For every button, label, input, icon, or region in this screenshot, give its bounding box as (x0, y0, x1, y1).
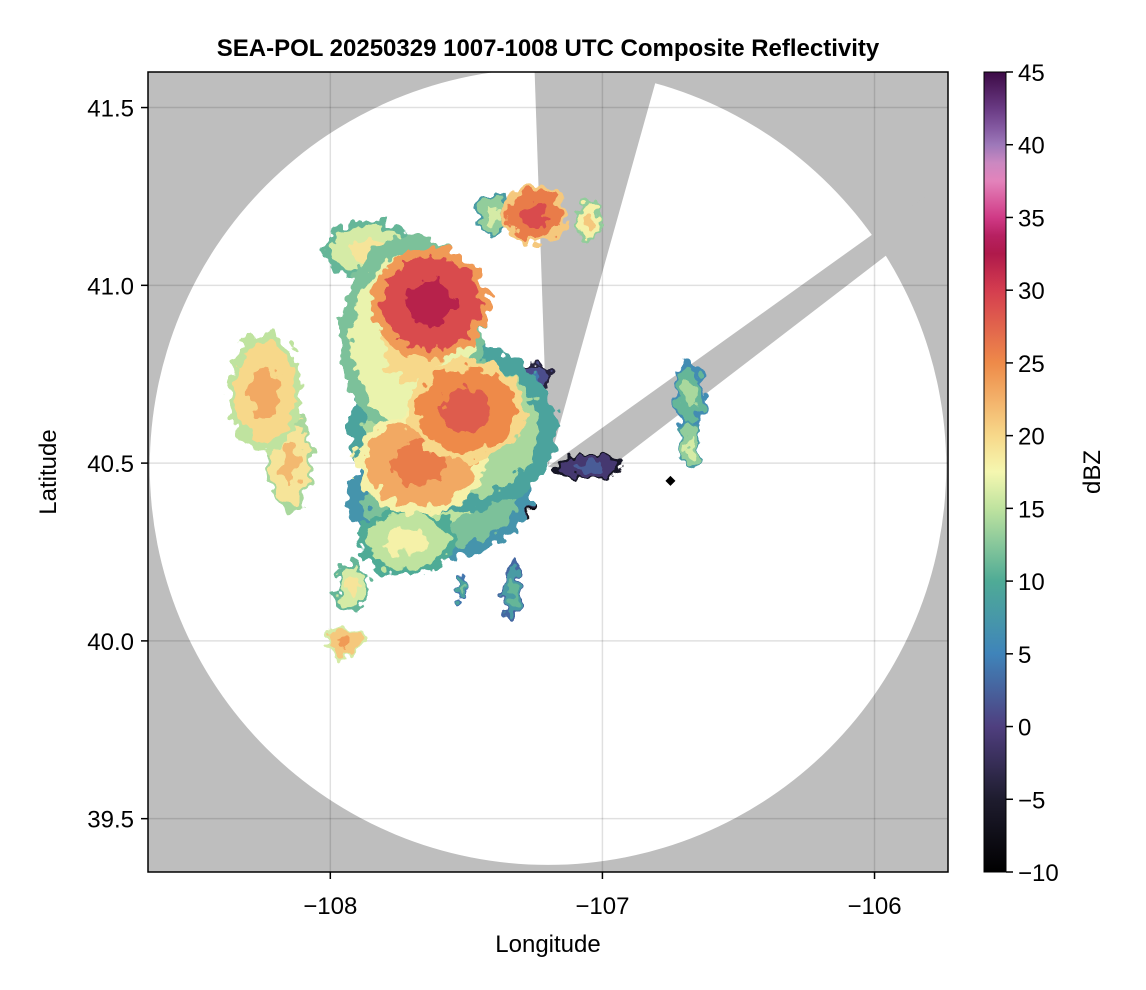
colorbar: −10 −5 0 5 10 15 20 25 30 35 40 45 dBZ (983, 60, 1106, 887)
reflectivity-echoes (229, 184, 706, 656)
echo-core (520, 201, 548, 227)
y-tick-label: 40.0 (87, 629, 134, 656)
blocked-sector (534, 72, 659, 467)
y-tick-label: 40.5 (87, 451, 134, 478)
colorbar-tick-label: 35 (1018, 205, 1045, 232)
echo-core (392, 441, 448, 485)
y-tick-label: 39.5 (87, 807, 134, 834)
plot-area (148, 72, 948, 872)
colorbar-tick-label: 5 (1018, 642, 1031, 669)
x-tick-label: −106 (847, 893, 901, 920)
y-tick-label: 41.5 (87, 96, 134, 123)
y-axis-title: Latitude (35, 429, 62, 514)
echo-core (682, 381, 697, 410)
x-axis-title: Longitude (495, 931, 600, 958)
echo-core (386, 527, 427, 556)
y-axis: 39.5 40.0 40.5 41.0 41.5 (87, 96, 148, 834)
colorbar-tick-label: 20 (1018, 424, 1045, 451)
station-marker (665, 475, 676, 486)
echo-core (345, 576, 359, 599)
echo-core (250, 367, 280, 417)
colorbar-tick-label: 10 (1018, 569, 1045, 596)
colorbar-label: dBZ (1079, 450, 1106, 494)
colorbar-tick-label: 30 (1018, 278, 1045, 305)
colorbar-tick-label: 25 (1018, 351, 1045, 378)
blocked-sector (548, 180, 948, 478)
echo-core (458, 582, 464, 593)
echo-core (335, 634, 353, 648)
plot-frame (147, 71, 949, 873)
colorbar-tick-label: 40 (1018, 133, 1045, 160)
chart-title: SEA-POL 20250329 1007-1008 UTC Composite… (217, 35, 880, 62)
colorbar-tick-label: 45 (1018, 60, 1045, 87)
echo-core (575, 461, 603, 472)
echo-core (406, 280, 456, 327)
x-axis: −108 −107 −106 (303, 872, 902, 920)
colorbar-tick-label: 15 (1018, 496, 1045, 523)
echo-core (279, 441, 300, 485)
colorbar-gradient (983, 71, 1007, 873)
colorbar-tick-label: −5 (1018, 787, 1045, 814)
echo-core (508, 578, 517, 604)
colorbar-tick-label: 0 (1018, 715, 1031, 742)
y-tick-label: 41.0 (87, 273, 134, 300)
x-tick-label: −107 (575, 893, 629, 920)
echo-core (485, 205, 502, 224)
x-tick-label: −108 (303, 893, 357, 920)
colorbar-tick-label: −10 (1018, 860, 1059, 887)
echo-core (685, 434, 694, 457)
echo-core (583, 212, 595, 231)
echo-core (441, 388, 491, 432)
